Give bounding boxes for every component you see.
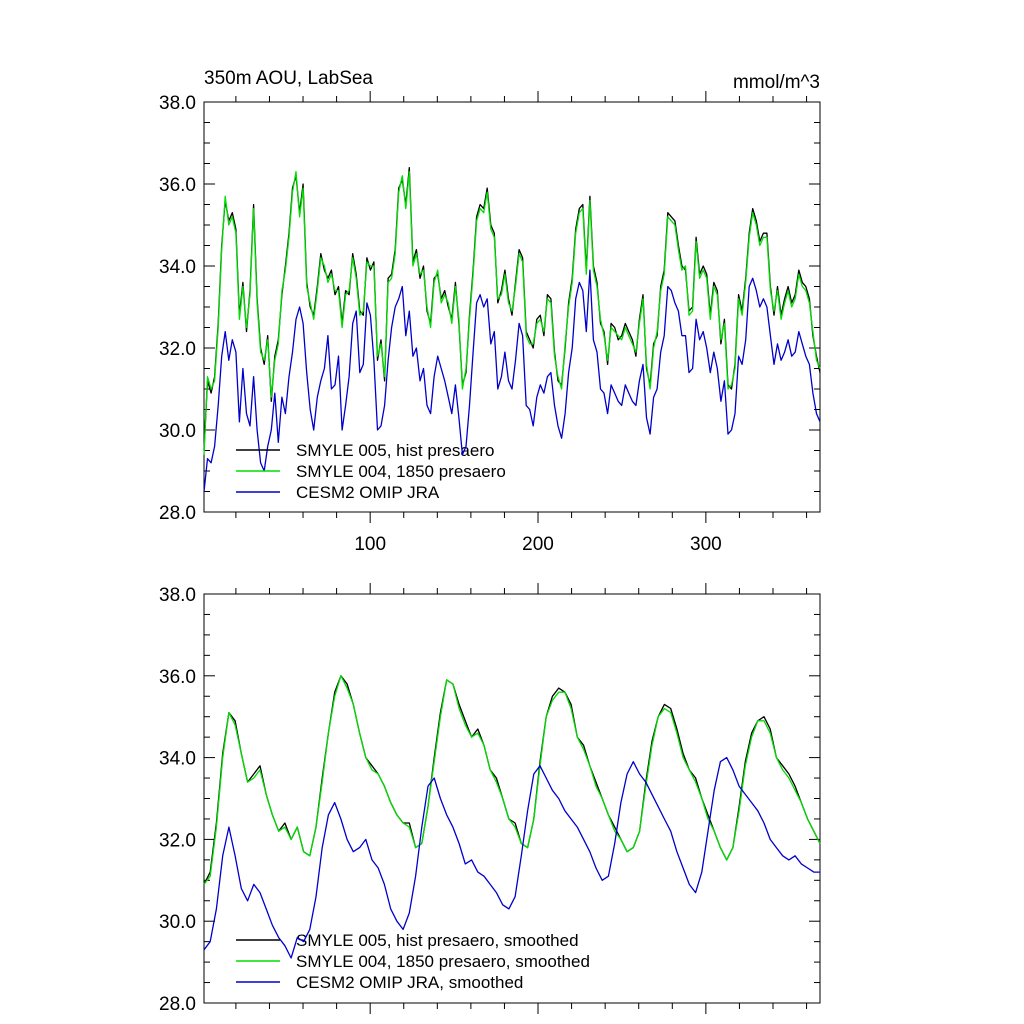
top-y-tick-label: 28.0	[159, 503, 196, 524]
bottom-series-line-0	[203, 675, 821, 885]
bottom-y-tick-label: 28.0	[159, 994, 196, 1015]
bottom-legend: SMYLE 005, hist presaero, smoothed SMYLE…	[296, 931, 590, 992]
top-series-line-2	[203, 269, 821, 492]
top-panel: 350m AOU, LabSea mmol/m^3 28.0 30.0 32.0…	[159, 68, 821, 555]
bottom-y-tick-label: 32.0	[159, 830, 196, 851]
top-y-tick-label: 32.0	[159, 339, 196, 360]
bottom-y-tick-label: 30.0	[159, 912, 196, 933]
top-y-tick-label: 36.0	[159, 175, 196, 196]
top-x-tick-labels: 100 200 300	[354, 534, 721, 555]
top-x-tick-label: 200	[522, 534, 554, 555]
bottom-y-tick-labels: 28.0 30.0 32.0 34.0 36.0 38.0	[159, 585, 196, 1015]
bottom-legend-label: SMYLE 004, 1850 presaero, smoothed	[296, 952, 590, 971]
top-x-tick-label: 100	[354, 534, 386, 555]
bottom-series-line-2	[203, 756, 820, 959]
top-panel-title: 350m AOU, LabSea	[204, 68, 373, 89]
top-y-tick-labels: 28.0 30.0 32.0 34.0 36.0 38.0	[159, 93, 196, 524]
top-legend: SMYLE 005, hist presaero SMYLE 004, 1850…	[296, 441, 506, 502]
bottom-series-line-1	[203, 675, 821, 885]
bottom-legend-label: SMYLE 005, hist presaero, smoothed	[296, 931, 579, 950]
bottom-panel: 28.0 30.0 32.0 34.0 36.0 38.0 SMYLE 005,…	[159, 583, 821, 1015]
top-x-tick-label: 300	[690, 534, 722, 555]
top-legend-label: SMYLE 005, hist presaero	[296, 441, 494, 460]
bottom-legend-label: CESM2 OMIP JRA, smoothed	[296, 973, 523, 992]
top-y-tick-label: 34.0	[159, 257, 196, 278]
top-legend-label: SMYLE 004, 1850 presaero	[296, 462, 506, 481]
top-y-tick-label: 30.0	[159, 421, 196, 442]
top-legend-label: CESM2 OMIP JRA	[296, 483, 440, 502]
top-y-tick-label: 38.0	[159, 93, 196, 114]
top-series-line-1	[203, 171, 821, 455]
bottom-y-tick-label: 34.0	[159, 749, 196, 770]
top-panel-units: mmol/m^3	[733, 72, 820, 93]
bottom-y-tick-label: 36.0	[159, 667, 196, 688]
bottom-y-tick-label: 38.0	[159, 585, 196, 606]
